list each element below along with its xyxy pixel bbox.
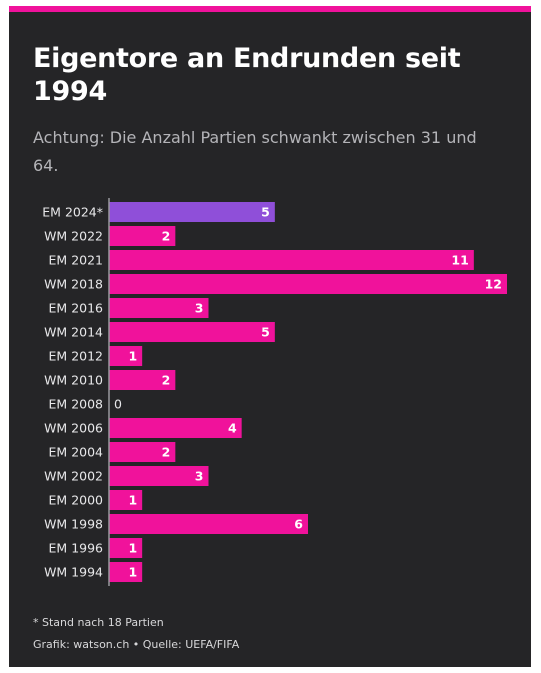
bar xyxy=(109,250,474,270)
data-label: 1 xyxy=(128,349,137,364)
category-label: WM 2006 xyxy=(44,421,103,436)
category-label: WM 2022 xyxy=(44,229,103,244)
category-label: WM 2010 xyxy=(44,373,103,388)
category-label: EM 1996 xyxy=(49,541,104,556)
bar xyxy=(109,370,176,390)
bar xyxy=(109,298,209,318)
category-label: EM 2004 xyxy=(49,445,104,460)
category-label: EM 2016 xyxy=(49,301,104,316)
bar xyxy=(109,202,275,222)
bar xyxy=(109,442,176,462)
category-label: WM 2002 xyxy=(44,469,103,484)
bar xyxy=(109,346,143,366)
data-label: 3 xyxy=(195,469,204,484)
data-label: 1 xyxy=(128,493,137,508)
data-label: 6 xyxy=(294,517,303,532)
data-label: 3 xyxy=(195,301,204,316)
data-label: 2 xyxy=(162,445,171,460)
category-label: WM 2018 xyxy=(44,277,103,292)
data-label: 0 xyxy=(114,397,122,412)
category-label: WM 1998 xyxy=(44,517,103,532)
category-label: EM 2000 xyxy=(49,493,104,508)
data-label: 5 xyxy=(261,205,270,220)
category-label: EM 2024* xyxy=(42,205,103,220)
bar xyxy=(109,466,209,486)
data-label: 2 xyxy=(162,229,171,244)
bar xyxy=(109,562,143,582)
footnote: * Stand nach 18 Partien xyxy=(33,616,164,629)
bar xyxy=(109,538,143,558)
category-label: EM 2008 xyxy=(49,397,104,412)
source-credit: Grafik: watson.ch • Quelle: UEFA/FIFA xyxy=(33,638,240,651)
data-label: 5 xyxy=(261,325,270,340)
bar xyxy=(109,514,308,534)
bar xyxy=(109,418,242,438)
chart-subtitle: Achtung: Die Anzahl Partien schwankt zwi… xyxy=(33,128,477,175)
bar xyxy=(109,274,507,294)
category-label: WM 1994 xyxy=(44,565,103,580)
data-label: 11 xyxy=(451,253,468,268)
data-label: 1 xyxy=(128,541,137,556)
bar xyxy=(109,226,176,246)
bar xyxy=(109,322,275,342)
data-label: 1 xyxy=(128,565,137,580)
category-label: WM 2014 xyxy=(44,325,103,340)
data-label: 12 xyxy=(485,277,502,292)
chart-card: Eigentore an Endrunden seit 1994 Achtung… xyxy=(9,6,531,667)
category-label: EM 2021 xyxy=(49,253,103,268)
category-label: EM 2012 xyxy=(49,349,103,364)
bar xyxy=(109,490,143,510)
chart-title: Eigentore an Endrunden seit 1994 xyxy=(33,43,461,107)
data-label: 2 xyxy=(162,373,171,388)
data-label: 4 xyxy=(228,421,237,436)
